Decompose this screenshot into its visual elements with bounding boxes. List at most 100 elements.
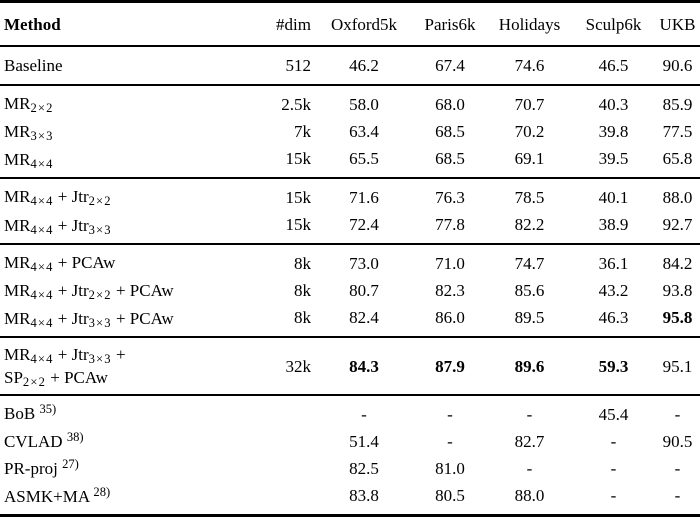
cell-ukb: - (674, 405, 681, 424)
column-header-method: Method (4, 15, 61, 34)
cell-ukb: 95.1 (662, 356, 693, 376)
cell-ukb: 90.6 (662, 56, 693, 75)
table-row: MR4×4 + Jtr2×2 + PCAw 8k 80.7 82.3 85.6 43.2 9… (0, 277, 700, 304)
cell-oxford5k: 82.5 (349, 459, 379, 478)
cell-paris6k: 87.9 (435, 356, 465, 376)
table-row: MR4×4 + Jtr3×3 15k 72.4 77.8 82.2 38.9 92.7 (0, 211, 700, 244)
cell-holidays: 85.6 (514, 281, 545, 300)
cell-paris6k: - (447, 432, 453, 451)
cell-sculp6k: 36.1 (598, 254, 629, 273)
column-header-dim: #dim (276, 15, 311, 34)
cell-paris6k: 68.0 (435, 95, 465, 114)
cell-oxford5k: 58.0 (349, 95, 379, 114)
table-row: BoB 35) - - - 45.4 - (0, 395, 700, 428)
cell-holidays: 74.7 (514, 254, 545, 273)
cell-dim (265, 455, 315, 482)
table-row: MR3×3 7k 63.4 68.5 70.2 39.8 77.5 (0, 118, 700, 145)
column-header-oxford5k: Oxford5k (330, 15, 398, 34)
cell-holidays: 89.6 (514, 356, 545, 376)
cell-holidays: - (526, 405, 533, 424)
cell-method: MR2×2 (4, 94, 54, 116)
cell-dim: 8k (294, 254, 311, 273)
table-row: MR2×2 2.5k 58.0 68.0 70.7 40.3 85.9 (0, 85, 700, 118)
cell-sculp6k: 40.3 (598, 95, 629, 114)
cell-paris6k: 81.0 (435, 459, 465, 478)
cell-oxford5k: 82.4 (349, 308, 379, 327)
table-row: MR4×4 15k 65.5 68.5 69.1 39.5 65.8 (0, 145, 700, 178)
cell-paris6k: 80.5 (435, 486, 465, 505)
cell-ukb: 77.5 (662, 122, 693, 141)
cell-dim: 8k (294, 281, 311, 300)
cell-dim (265, 482, 315, 516)
cell-ukb: - (674, 486, 681, 505)
cell-oxford5k: 80.7 (349, 281, 379, 300)
cell-method: CVLAD 38) (4, 430, 84, 451)
table-section: MR2×2 2.5k 58.0 68.0 70.7 40.3 85.9 MR3×3 7k 63.4… (0, 85, 700, 178)
table-section: Baseline 512 46.2 67.4 74.6 46.5 90.6 (0, 46, 700, 85)
cell-oxford5k: 84.3 (349, 356, 379, 376)
cell-method: BoB 35) (4, 402, 57, 423)
cell-paris6k: 68.5 (435, 149, 465, 168)
cell-sculp6k: 45.4 (598, 405, 629, 424)
cell-oxford5k: 63.4 (349, 122, 379, 141)
table-row: Baseline 512 46.2 67.4 74.6 46.5 90.6 (0, 46, 700, 85)
cell-oxford5k: 73.0 (349, 254, 379, 273)
cell-holidays: 82.2 (514, 215, 545, 234)
cell-dim: 512 (285, 56, 312, 75)
cell-sculp6k: 43.2 (598, 281, 629, 300)
cell-method: MR4×4 + Jtr3×3 + SP2×2 + PCAw (4, 345, 126, 390)
column-header-sculp6k: Sculp6k (585, 15, 642, 34)
cell-dim: 2.5k (281, 95, 311, 114)
cell-method: MR4×4 + Jtr3×3 (4, 216, 112, 238)
cell-sculp6k: 39.5 (598, 149, 629, 168)
cell-sculp6k: 46.5 (598, 56, 629, 75)
cell-holidays: - (526, 459, 533, 478)
cell-oxford5k: 65.5 (349, 149, 379, 168)
column-header-ukb: UKB (659, 15, 696, 34)
cell-method: PR-proj 27) (4, 457, 79, 478)
table-head: Method #dim Oxford5k Paris6k Holidays Sculp6k… (0, 2, 700, 46)
cell-oxford5k: 51.4 (349, 432, 379, 451)
cell-oxford5k: 46.2 (349, 56, 379, 75)
cell-paris6k: - (447, 405, 453, 424)
cell-oxford5k: 72.4 (349, 215, 379, 234)
cell-holidays: 82.7 (514, 432, 545, 451)
cell-method: MR4×4 (4, 150, 54, 172)
cell-oxford5k: - (361, 405, 367, 424)
cell-method: MR4×4 + Jtr2×2 (4, 187, 112, 209)
column-header-paris6k: Paris6k (424, 15, 476, 34)
cell-dim (265, 395, 315, 428)
cell-method: MR4×4 + PCAw (4, 253, 116, 275)
cell-holidays: 88.0 (514, 486, 545, 505)
cell-ukb: - (674, 459, 681, 478)
cell-ukb: 84.2 (662, 254, 693, 273)
cell-ukb: 92.7 (662, 215, 693, 234)
cell-paris6k: 82.3 (435, 281, 465, 300)
table-row: PR-proj 27) 82.5 81.0 - - - (0, 455, 700, 482)
cell-method: MR3×3 (4, 122, 54, 144)
cell-sculp6k: - (610, 432, 617, 451)
cell-dim: 8k (294, 308, 311, 327)
cell-paris6k: 67.4 (435, 56, 465, 75)
table-row: CVLAD 38) 51.4 - 82.7 - 90.5 (0, 428, 700, 455)
table-row: MR4×4 + PCAw 8k 73.0 71.0 74.7 36.1 84.2 (0, 244, 700, 277)
cell-method: Baseline (4, 56, 63, 75)
cell-paris6k: 77.8 (435, 215, 465, 234)
cell-dim: 15k (285, 149, 312, 168)
cell-paris6k: 76.3 (435, 188, 465, 207)
cell-paris6k: 68.5 (435, 122, 465, 141)
cell-holidays: 89.5 (514, 308, 545, 327)
cell-sculp6k: 39.8 (598, 122, 629, 141)
table-row: MR4×4 + Jtr2×2 15k 71.6 76.3 78.5 40.1 88.0 (0, 178, 700, 211)
cell-dim: 32k (285, 356, 312, 376)
cell-ukb: 90.5 (662, 432, 693, 451)
cell-sculp6k: 40.1 (598, 188, 629, 207)
cell-method: MR4×4 + Jtr2×2 + PCAw (4, 281, 174, 303)
cell-dim: 15k (285, 215, 312, 234)
cell-holidays: 70.2 (514, 122, 545, 141)
cell-paris6k: 71.0 (435, 254, 465, 273)
cell-dim: 7k (294, 122, 311, 141)
cell-oxford5k: 71.6 (349, 188, 379, 207)
